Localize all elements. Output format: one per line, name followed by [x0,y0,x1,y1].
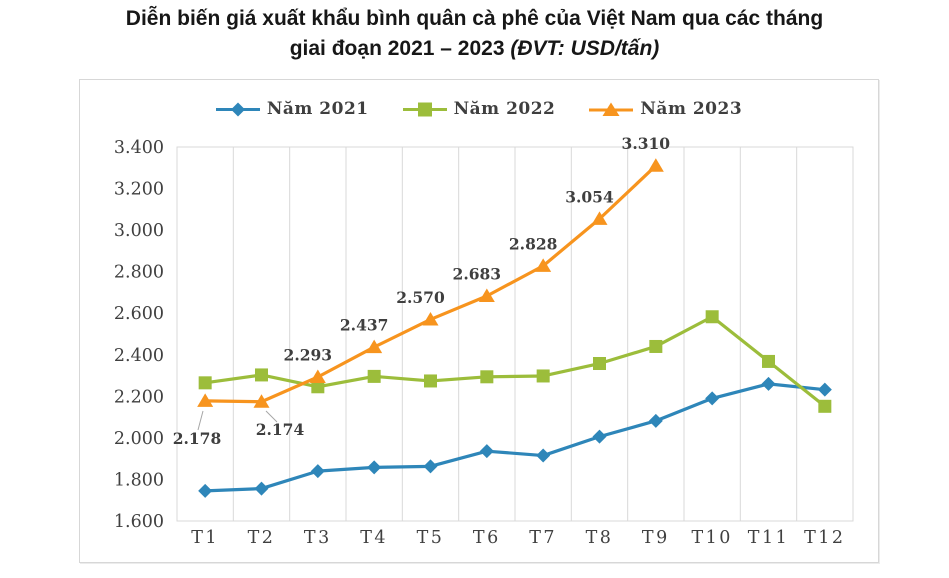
x-axis-label: T2 [248,528,276,548]
y-axis-label: 3.200 [114,180,164,200]
series-marker-diamond [367,460,382,475]
y-axis-label: 1.800 [114,470,164,490]
data-label: 2.570 [396,288,445,307]
series-marker-square [367,369,381,383]
y-axis-label: 2.800 [114,263,164,283]
chart-frame: 1.600 1.800 2.000 2.200 2.400 2.600 2.800 3.000… [79,79,879,563]
legend-label-2022: Năm 2022 [453,99,556,119]
x-axis-label: T4 [360,528,388,548]
y-axis-label: 2.600 [114,304,164,324]
data-label: 2.174 [256,420,305,439]
series-marker-square [818,399,832,413]
data-label: 2.293 [284,346,333,365]
series-marker-diamond [423,459,438,474]
legend-item-2022: Năm 2022 [402,99,556,119]
series-marker-square [536,369,550,383]
series-marker-diamond [479,444,494,459]
y-axis-label: 3.400 [114,138,164,158]
x-axis-label: T11 [748,528,789,548]
y-axis-label: 1.600 [114,512,164,532]
legend-label-2023: Năm 2023 [640,99,743,119]
chart-title-unit: (ĐVT: USD/tấn) [510,37,660,60]
chart-title-line2-bold: giai đoạn 2021 – 2023 [289,37,511,60]
x-axis-label: T6 [473,528,501,548]
y-axis-label: 2.400 [114,346,164,366]
legend-label-2021: Năm 2021 [266,99,369,119]
series-marker-triangle [366,339,383,354]
x-axis-label: T7 [529,528,557,548]
series-marker-triangle [478,288,495,302]
series-marker-diamond [817,382,832,397]
chart-title-line1: Diễn biến giá xuất khẩu bình quân cà phê… [125,7,824,30]
plot-area: 1.600 1.800 2.000 2.200 2.400 2.600 2.800 3.000… [114,134,854,548]
chart-title-line2: giai đoạn 2021 – 2023 (ĐVT: USD/tấn) [0,34,949,64]
data-label: 3.054 [565,187,614,206]
series-marker-square [480,370,494,384]
series-marker-diamond [536,448,551,463]
series-marker-square [255,368,268,382]
series-marker-diamond [310,464,325,479]
series-marker-diamond [592,429,607,444]
y-axis-label: 2.200 [114,387,164,407]
chart-title: Diễn biến giá xuất khẩu bình quân cà phê… [0,4,949,64]
data-label: 2.683 [453,264,502,283]
chart-legend: Năm 2021 Năm 2022 Năm 2023 [80,99,878,119]
series-marker-square [424,374,437,388]
legend-item-2021: Năm 2021 [215,99,369,119]
series-marker-triangle [197,393,214,407]
series-marker-square [649,339,663,353]
data-label-callout-line [265,410,278,423]
legend-item-2023: Năm 2023 [589,99,742,119]
series-marker-diamond [648,413,663,428]
data-label: 2.178 [173,429,222,448]
series-marker-square [311,380,325,394]
y-axis-label: 3.000 [114,221,164,241]
x-axis-label: T10 [691,528,732,548]
series-marker-square [593,357,606,371]
x-axis-label: T8 [586,528,614,548]
legend-marker-2021-diamond-icon [215,102,260,116]
legend-marker-2022-square-icon [402,102,447,116]
series-marker-diamond [254,481,269,496]
x-axis-label: T1 [191,528,219,548]
data-label: 3.310 [622,134,671,153]
series-marker-triangle [535,258,552,272]
series-marker-square [198,376,212,390]
series-line-Năm-2021 [205,382,825,493]
series-marker-triangle [591,211,608,225]
series-marker-diamond [198,483,213,498]
y-axis-label: 2.000 [114,429,164,449]
series-line-Năm-2022 [204,315,826,408]
x-axis-label: T5 [417,528,445,548]
data-label: 2.828 [509,234,558,253]
plot-border [176,146,854,522]
series-marker-triangle [253,394,270,408]
series-marker-diamond [705,391,720,406]
x-axis-label: T9 [642,528,670,548]
x-axis-label: T12 [804,528,845,548]
series-marker-triangle [647,158,664,172]
data-label: 2.437 [340,316,389,335]
x-axis-label: T3 [304,528,332,548]
series-marker-triangle [309,369,326,384]
series-marker-square [762,354,775,368]
series-marker-diamond [761,376,776,391]
series-marker-square [705,310,719,324]
legend-marker-2023-triangle-icon [589,102,634,116]
series-marker-triangle [422,311,439,326]
data-label-callout-line [197,410,204,431]
